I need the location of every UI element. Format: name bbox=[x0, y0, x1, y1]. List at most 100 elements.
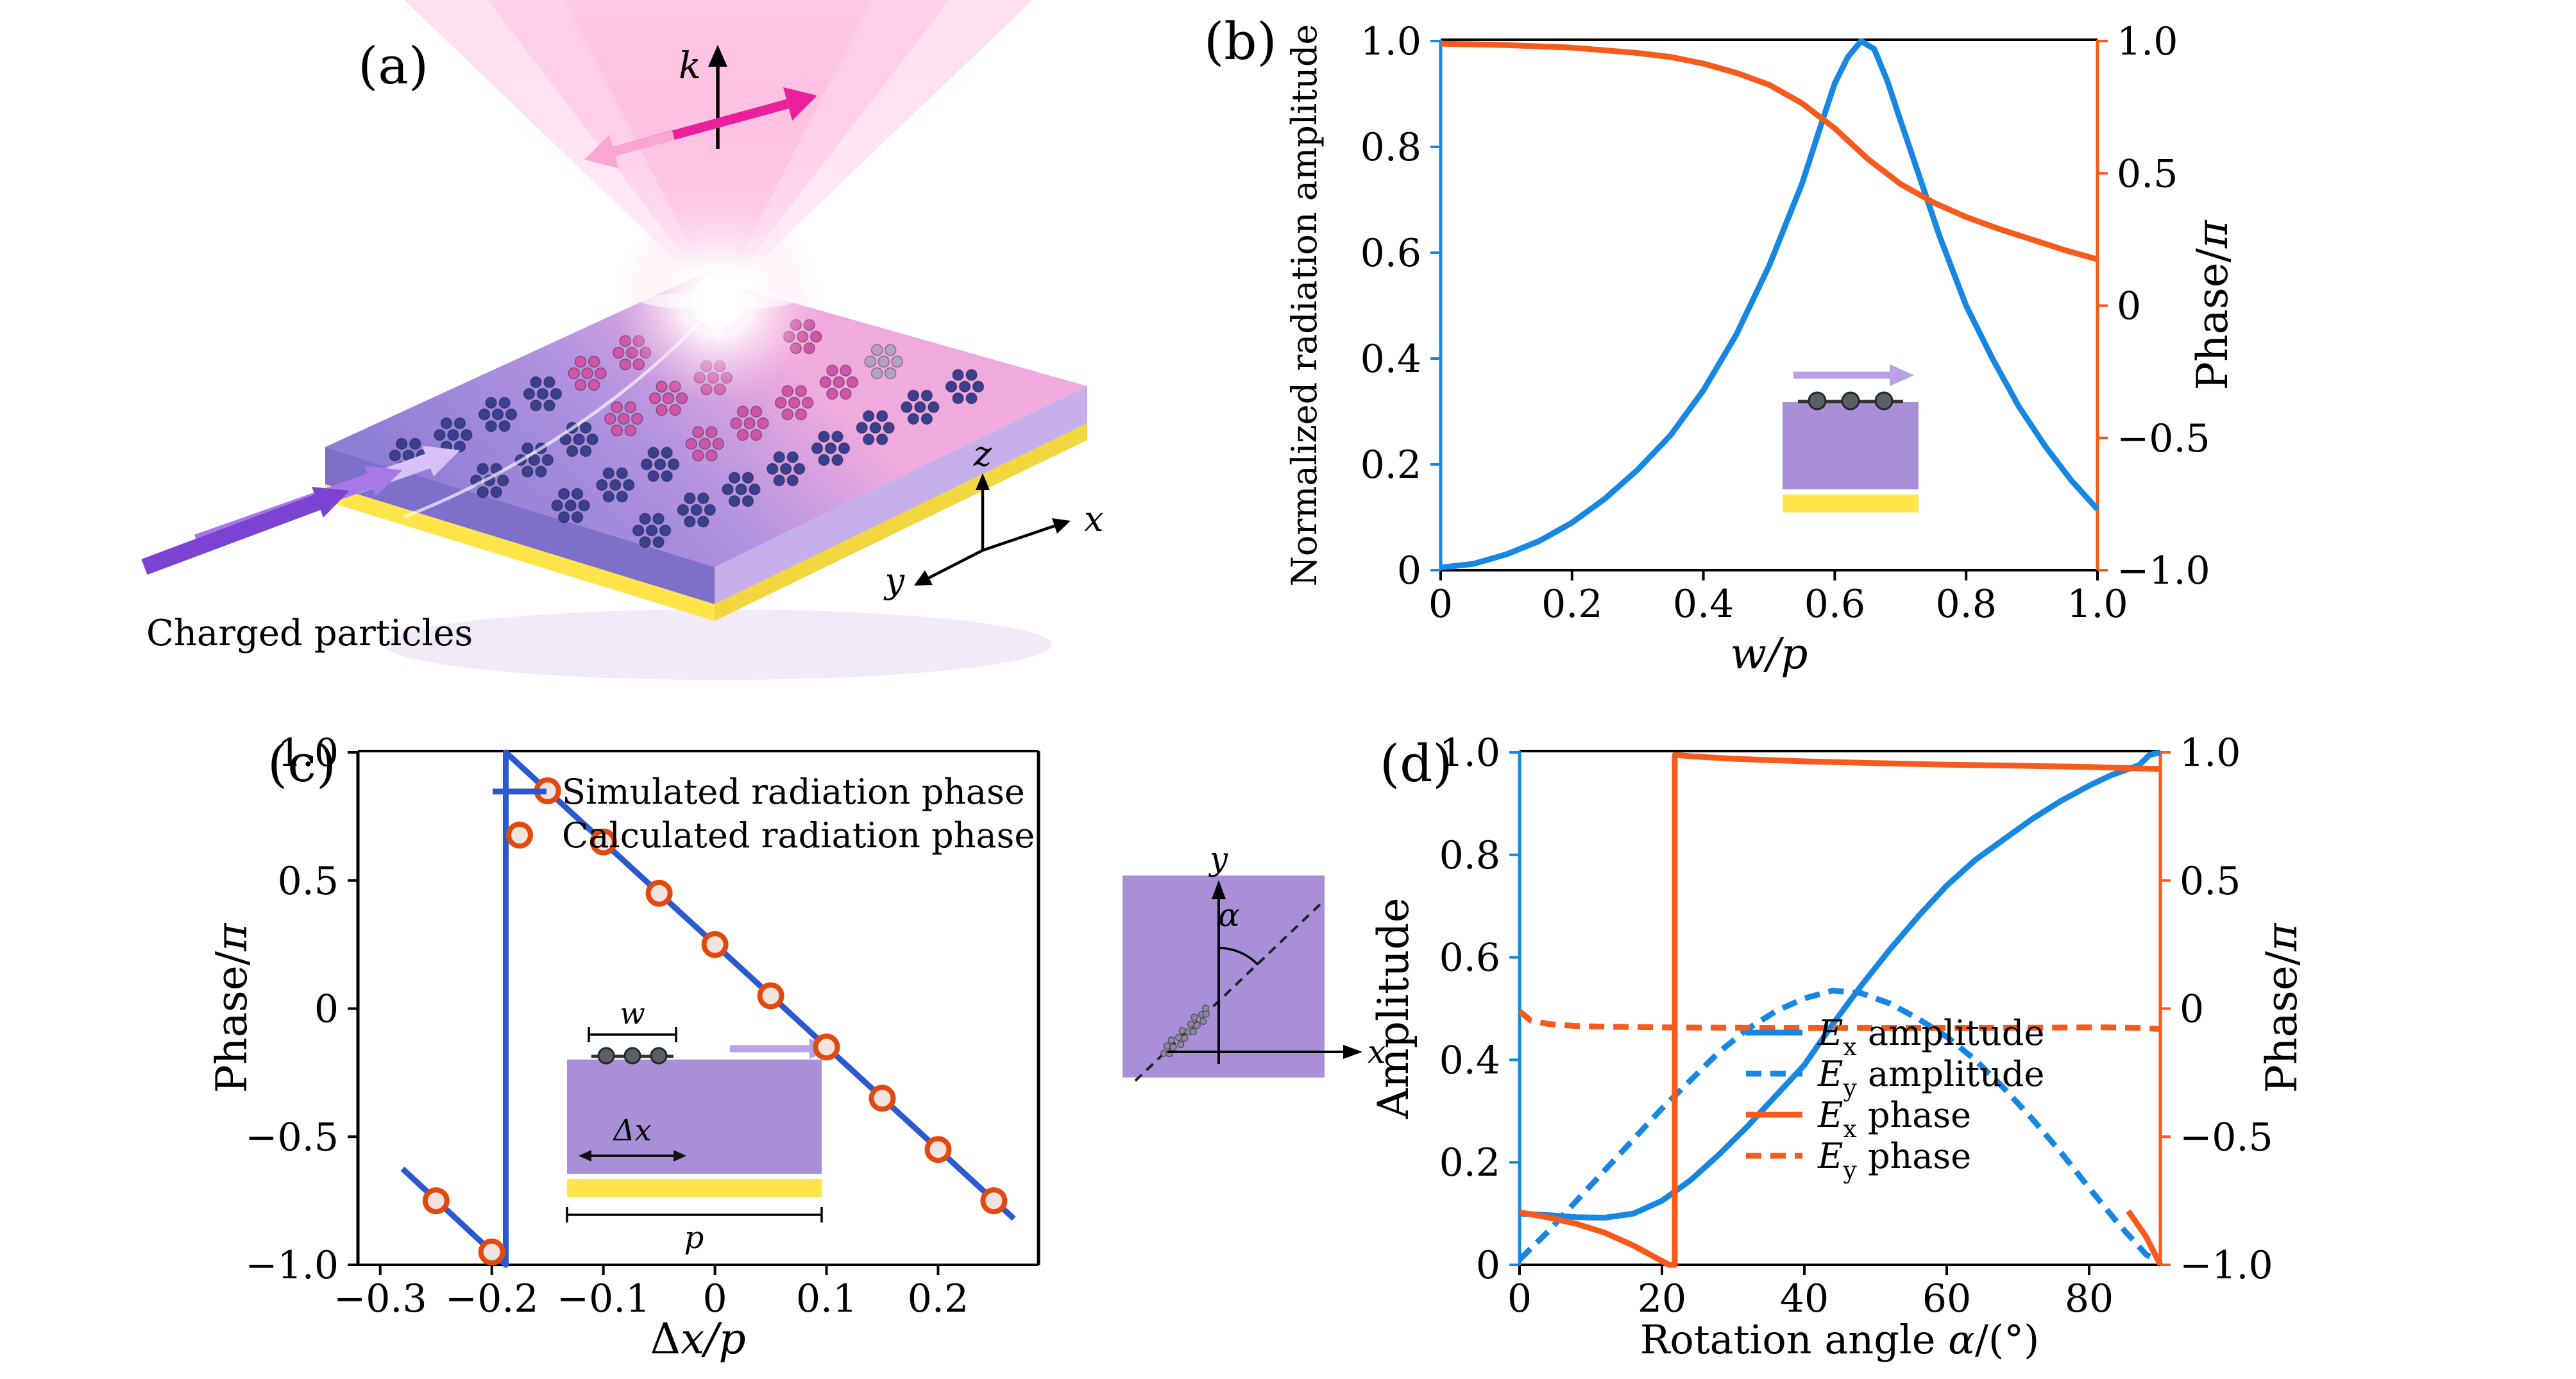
svg-text:Amplitude: Amplitude bbox=[1369, 897, 1418, 1119]
chart-c: (c) w Δx p −0.3 −0.2 −0.1 0 0.1 0.2 1.0 0.5 0 −0.… bbox=[207, 731, 1040, 1364]
unit-cell-inset-b bbox=[1783, 364, 1919, 512]
svg-text:0.2: 0.2 bbox=[908, 1276, 969, 1321]
series-calculated-radiation-phase bbox=[422, 777, 1008, 1265]
chart-d: (d) 0 20 40 60 80 0 0.2 0.4 0.6 0.8 1.0 Amplitude 1.… bbox=[1369, 731, 2307, 1363]
k-label: k bbox=[679, 44, 701, 87]
svg-text:1.0: 1.0 bbox=[2067, 582, 2128, 627]
panel-a-illustration: k Charged particles z x y bbox=[141, 0, 1103, 680]
inset-c-p-label: p bbox=[684, 1220, 704, 1256]
charged-particles-caption: Charged particles bbox=[146, 613, 473, 654]
svg-text:0: 0 bbox=[1397, 548, 1421, 593]
inset-y-axis-label: y bbox=[1208, 840, 1228, 877]
svg-text:−1.0: −1.0 bbox=[2180, 1243, 2273, 1288]
metasurface-slab bbox=[325, 276, 1087, 621]
coordinate-axes: z x y bbox=[883, 434, 1103, 601]
z-axis-label: z bbox=[973, 434, 992, 474]
svg-text:−0.5: −0.5 bbox=[245, 1115, 339, 1160]
svg-text:1.0: 1.0 bbox=[2180, 731, 2241, 775]
svg-text:0.8: 0.8 bbox=[1439, 833, 1500, 878]
inset-c-dx-label: Δx bbox=[612, 1113, 651, 1147]
x-axis-label: x bbox=[1084, 499, 1103, 539]
rotated-axis-dashed-line bbox=[1134, 903, 1321, 1082]
charged-particle-arrows bbox=[141, 446, 460, 575]
y-axis-label: y bbox=[883, 561, 905, 601]
svg-text:1.0: 1.0 bbox=[278, 731, 339, 775]
svg-text:1.0: 1.0 bbox=[1439, 731, 1500, 775]
svg-text:0.2: 0.2 bbox=[1439, 1140, 1500, 1185]
series-radiation-phase bbox=[1440, 40, 2099, 262]
radiation-glow bbox=[615, 198, 820, 403]
svg-text:0: 0 bbox=[1428, 582, 1453, 627]
axes-b: 0 0.2 0.4 0.6 0.8 1.0 0 0.2 0.4 0.6 0.8 1.0 Normaliz… bbox=[1284, 19, 2237, 679]
svg-text:0.6: 0.6 bbox=[1804, 582, 1865, 627]
radiation-cone bbox=[404, 0, 1033, 301]
panel-d-label: (d) bbox=[1380, 734, 1453, 793]
inset-x-axis-label: x bbox=[1368, 1033, 1385, 1070]
svg-text:0.4: 0.4 bbox=[1673, 582, 1734, 627]
svg-text:−0.3: −0.3 bbox=[334, 1276, 427, 1321]
svg-text:Rotation angle α/(°): Rotation angle α/(°) bbox=[1640, 1316, 2040, 1363]
inset-c-w-label: w bbox=[620, 996, 645, 1031]
series-Ey-phase bbox=[1518, 1009, 2161, 1032]
panel-c-label: (c) bbox=[267, 734, 336, 793]
axes-d: 0 20 40 60 80 0 0.2 0.4 0.6 0.8 1.0 Amplitude 1.0 0.5… bbox=[1369, 731, 2307, 1363]
series-Ey-amplitude bbox=[1517, 988, 2162, 1265]
svg-text:40: 40 bbox=[1780, 1276, 1829, 1321]
series-simulated-radiation-phase bbox=[400, 749, 1016, 1268]
svg-text:0: 0 bbox=[702, 1276, 727, 1321]
svg-text:0.8: 0.8 bbox=[1360, 125, 1421, 170]
svg-text:0.2: 0.2 bbox=[1360, 443, 1421, 487]
svg-text:Ex phase: Ex phase bbox=[1817, 1095, 1971, 1143]
inset-b-arrow-head bbox=[1890, 364, 1914, 386]
panel-a-label: (a) bbox=[358, 36, 428, 96]
svg-text:0.5: 0.5 bbox=[2117, 151, 2178, 196]
nanoparticle-cluster bbox=[1160, 1004, 1210, 1058]
svg-text:Ey amplitude: Ey amplitude bbox=[1817, 1054, 2044, 1102]
panel-b-label: (b) bbox=[1204, 12, 1277, 71]
svg-text:0.1: 0.1 bbox=[796, 1276, 857, 1321]
svg-text:Normalized radiation amplitude: Normalized radiation amplitude bbox=[1284, 24, 1325, 587]
svg-text:80: 80 bbox=[2065, 1276, 2114, 1321]
svg-text:−0.5: −0.5 bbox=[2180, 1115, 2273, 1160]
chart-b: (b) 0 0.2 0.4 0.6 0.8 1.0 0 0.2 0.4 0.6 0.8 1.0 Norm… bbox=[1204, 12, 2237, 679]
svg-text:60: 60 bbox=[1922, 1276, 1971, 1321]
svg-text:−0.1: −0.1 bbox=[557, 1276, 650, 1321]
svg-text:0: 0 bbox=[2180, 987, 2204, 1032]
svg-text:0.5: 0.5 bbox=[278, 859, 339, 904]
svg-text:−1.0: −1.0 bbox=[245, 1243, 339, 1288]
svg-text:0.4: 0.4 bbox=[1360, 337, 1421, 382]
unit-cell-inset-c: w Δx p bbox=[566, 996, 834, 1256]
rotation-angle-inset: y x α bbox=[1123, 840, 1385, 1082]
svg-text:w/p: w/p bbox=[1731, 629, 1808, 679]
svg-text:0: 0 bbox=[2117, 284, 2141, 329]
series-Ex-amplitude bbox=[1519, 749, 2162, 1221]
svg-text:0.2: 0.2 bbox=[1541, 582, 1602, 627]
svg-text:−0.2: −0.2 bbox=[445, 1276, 539, 1321]
svg-text:0: 0 bbox=[1476, 1243, 1500, 1288]
series-Ex-phase bbox=[1519, 752, 2164, 1268]
svg-text:0.4: 0.4 bbox=[1439, 1038, 1500, 1083]
svg-text:Δx/p: Δx/p bbox=[650, 1314, 745, 1364]
svg-text:Simulated radiation phase: Simulated radiation phase bbox=[562, 772, 1025, 812]
svg-text:−0.5: −0.5 bbox=[2117, 416, 2210, 461]
svg-text:20: 20 bbox=[1638, 1276, 1686, 1321]
svg-text:Phase/π: Phase/π bbox=[2188, 219, 2237, 390]
inset-alpha-label: α bbox=[1218, 897, 1240, 934]
svg-text:0: 0 bbox=[1507, 1276, 1532, 1321]
svg-text:Calculated radiation phase: Calculated radiation phase bbox=[562, 815, 1035, 856]
svg-text:1.0: 1.0 bbox=[2117, 19, 2178, 64]
wavevector-double-arrow bbox=[584, 87, 817, 168]
svg-text:0: 0 bbox=[314, 987, 339, 1032]
svg-text:0.5: 0.5 bbox=[2180, 859, 2241, 904]
svg-text:1.0: 1.0 bbox=[1360, 19, 1421, 64]
svg-text:Ex amplitude: Ex amplitude bbox=[1817, 1013, 2044, 1061]
svg-text:0.6: 0.6 bbox=[1439, 936, 1500, 981]
k-vector-arrow: k bbox=[679, 44, 727, 149]
svg-text:0.8: 0.8 bbox=[1935, 582, 1996, 627]
slab-shadow bbox=[385, 609, 1052, 680]
svg-text:Ey phase: Ey phase bbox=[1817, 1136, 1971, 1184]
svg-text:Phase/π: Phase/π bbox=[2257, 922, 2307, 1093]
